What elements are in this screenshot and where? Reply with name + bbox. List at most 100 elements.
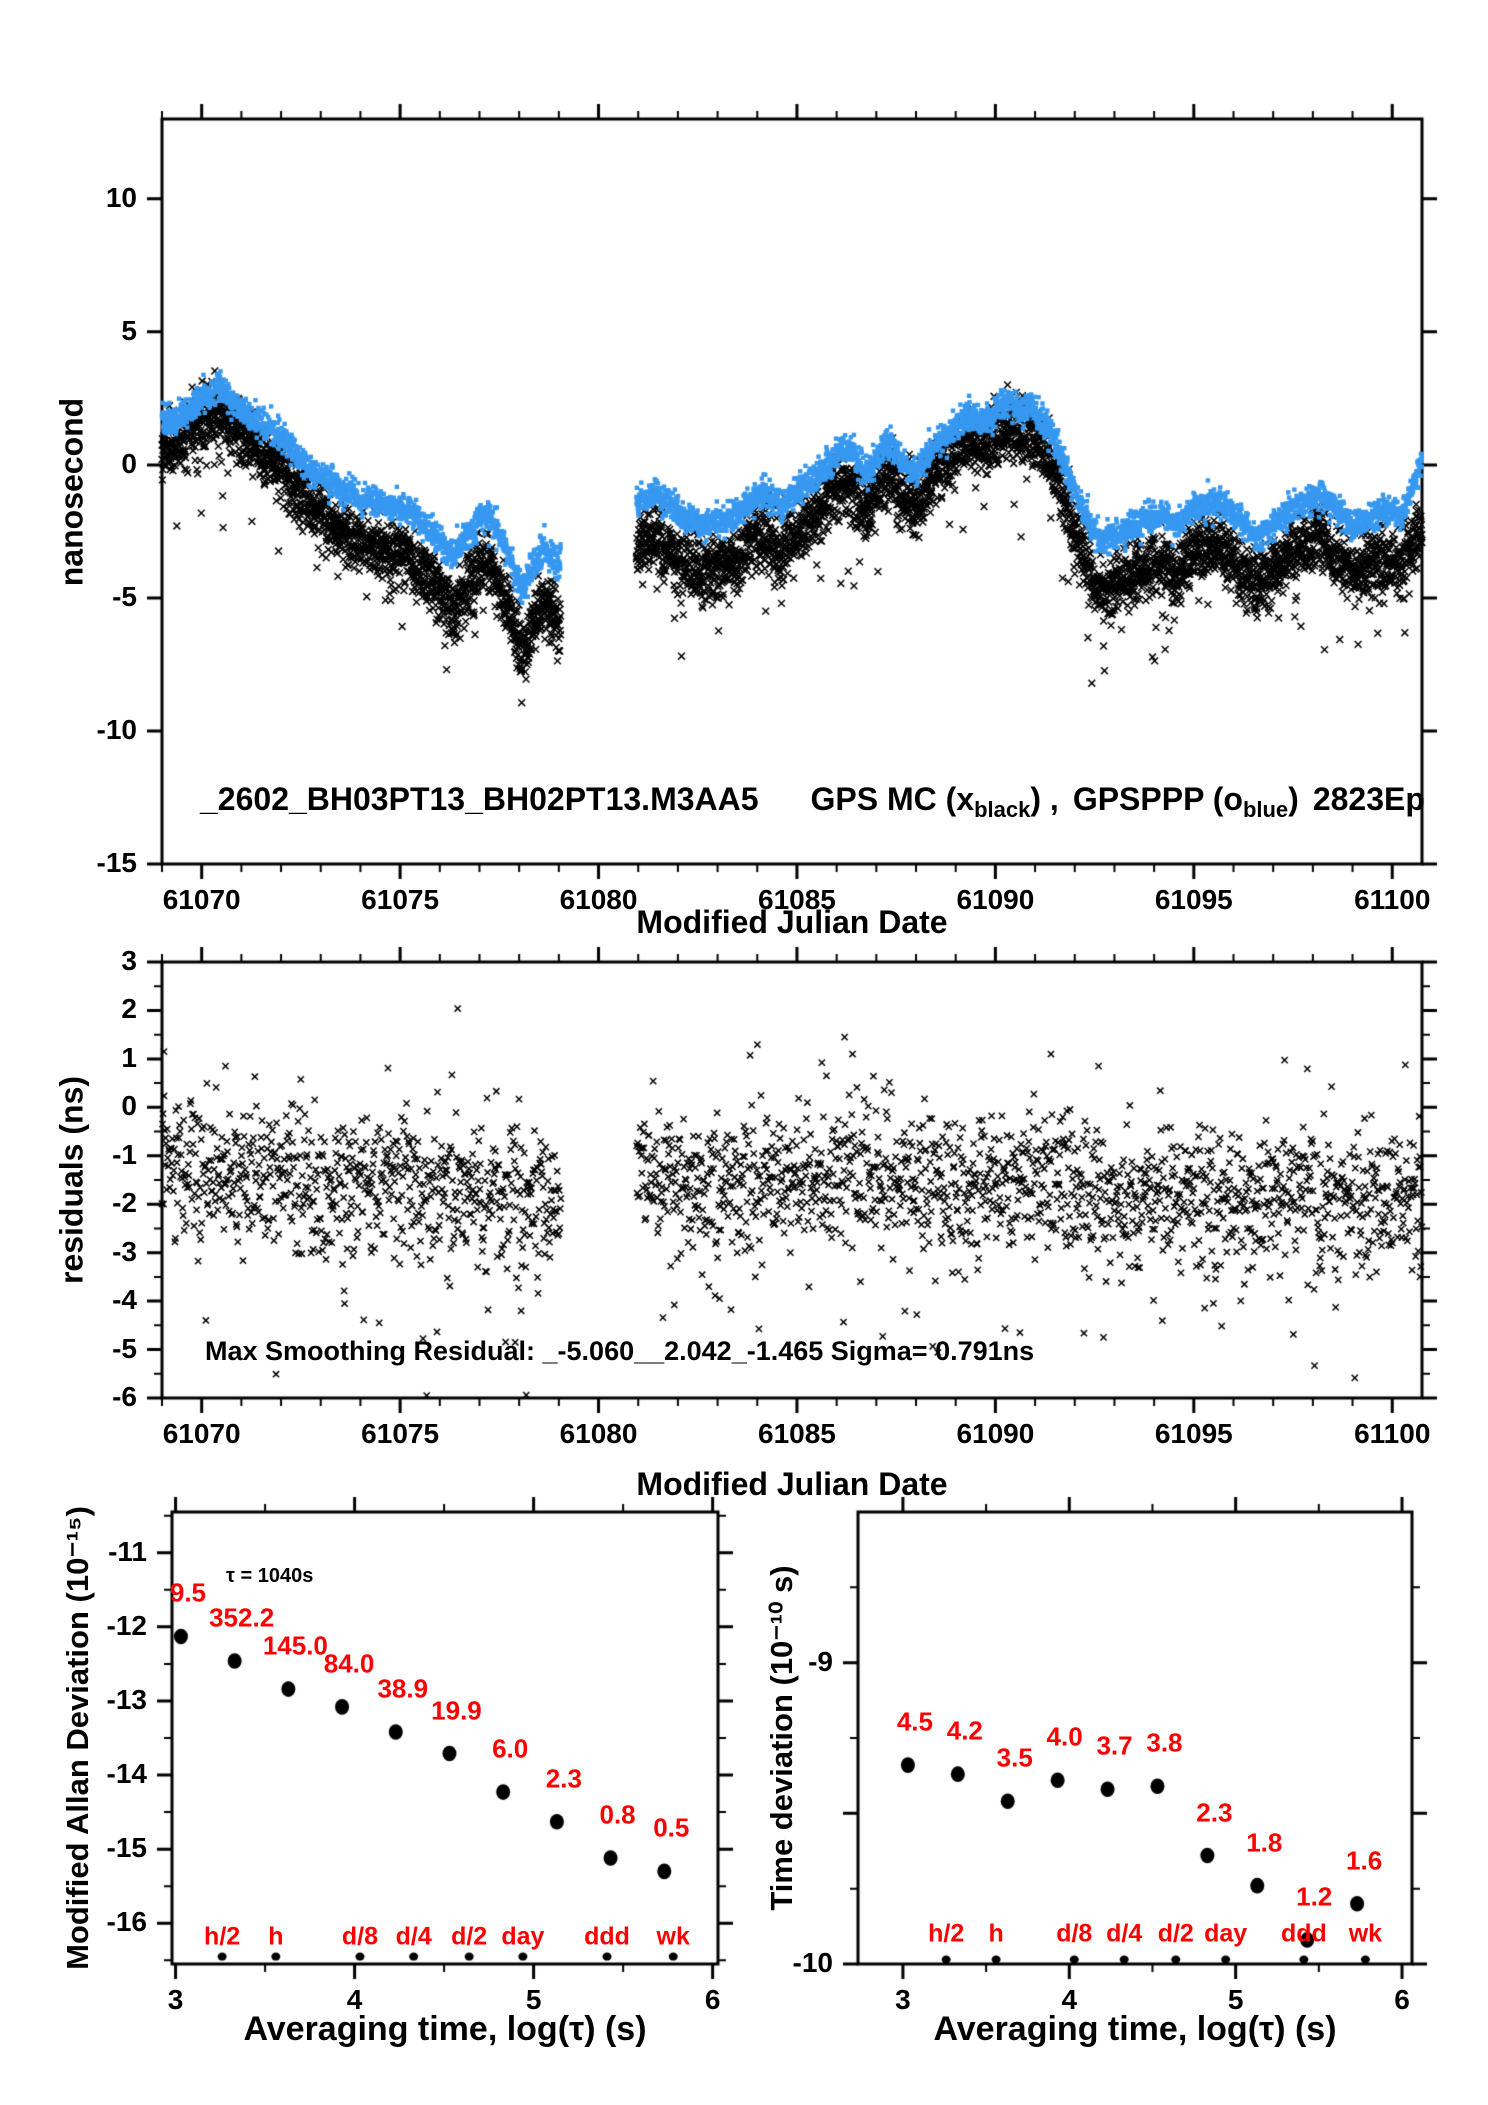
residuals-x-axis-title: Modified Julian Date bbox=[636, 1466, 948, 1502]
data-point-label: 3.8 bbox=[1146, 1727, 1183, 1758]
tdev-x-axis-title: Averaging time, log(τ) (s) bbox=[933, 2010, 1337, 2048]
tau-marker-label: ddd bbox=[584, 1922, 630, 1951]
data-point-label: 4.0 bbox=[1046, 1721, 1083, 1752]
top-y-axis-title: nanosecond bbox=[53, 397, 90, 587]
tau-marker-label: h/2 bbox=[928, 1919, 965, 1948]
y-tick-label: -11 bbox=[108, 1535, 147, 1567]
x-tick-label: 5 bbox=[1227, 1984, 1244, 2015]
title-segment: ) , bbox=[1030, 781, 1059, 817]
y-tick-label: -10 bbox=[792, 1947, 833, 1978]
data-point-label: 2.3 bbox=[1196, 1797, 1233, 1828]
x-tick-label: 61100 bbox=[1354, 1418, 1431, 1449]
tau-marker-label: ddd bbox=[1280, 1919, 1327, 1948]
x-tick-label: 3 bbox=[167, 1984, 184, 2015]
tau-marker-label: d/2 bbox=[451, 1922, 488, 1951]
data-point-label: 3.7 bbox=[1096, 1730, 1133, 1761]
x-tick-label: 6 bbox=[704, 1984, 721, 2015]
y-tick-label: -1 bbox=[112, 1138, 137, 1170]
y-tick-label: -5 bbox=[112, 1332, 137, 1364]
x-tick-label: 3 bbox=[895, 1984, 911, 2015]
data-point-label: 84.0 bbox=[323, 1648, 375, 1679]
x-tick-label: 5 bbox=[525, 1984, 542, 2015]
data-point-label: 3.5 bbox=[996, 1742, 1033, 1773]
data-point-label: 1.6 bbox=[1346, 1845, 1383, 1876]
x-tick-label: 61070 bbox=[162, 1418, 241, 1449]
title-segment: _2602_BH03PT13_BH02PT13.M3AA5 bbox=[200, 781, 759, 817]
y-tick-label: 1 bbox=[121, 1041, 137, 1073]
max-smoothing-residual-annotation: Max Smoothing Residual: _-5.060__2.042_-… bbox=[205, 1336, 1035, 1366]
x-tick-label: 61070 bbox=[162, 884, 241, 915]
plot-title: _2602_BH03PT13_BH02PT13.M3AA5 GPS MC (xbl… bbox=[200, 781, 1425, 823]
x-tick-label: 6 bbox=[1394, 1984, 1410, 2015]
y-tick-label: -3 bbox=[112, 1235, 137, 1267]
y-tick-label: -15 bbox=[106, 1832, 147, 1864]
tau-marker-label: d/8 bbox=[1056, 1919, 1093, 1948]
x-tick-label: 61095 bbox=[1154, 884, 1233, 915]
x-tick-label: 61075 bbox=[361, 884, 440, 915]
tau-marker-label: h bbox=[268, 1922, 284, 1951]
mdev-y-axis-title: Modified Allan Deviation (10⁻¹⁵) bbox=[60, 1506, 95, 1970]
data-point-label: 0.5 bbox=[653, 1812, 690, 1843]
data-point-label: 145.0 bbox=[262, 1630, 328, 1661]
tau-marker-label: h/2 bbox=[204, 1922, 241, 1951]
title-subscript: black bbox=[974, 797, 1031, 822]
y-tick-label: 5 bbox=[121, 314, 137, 346]
y-tick-label: -16 bbox=[106, 1906, 147, 1938]
data-point-label: 4.5 bbox=[896, 1706, 933, 1737]
data-point-label: 4.2 bbox=[946, 1715, 983, 1746]
x-tick-label: 61080 bbox=[559, 1418, 638, 1449]
y-tick-label: 3 bbox=[121, 945, 137, 976]
mdev-x-axis-title: Averaging time, log(τ) (s) bbox=[243, 2010, 647, 2048]
y-tick-label: 0 bbox=[121, 447, 137, 479]
y-tick-label: -10 bbox=[96, 713, 137, 745]
title-subscript: blue bbox=[1242, 797, 1289, 822]
data-point-label: 2.3 bbox=[545, 1763, 582, 1794]
title-segment: GPSPPP (o bbox=[1072, 781, 1243, 817]
title-segment: GPS MC (x bbox=[810, 781, 975, 817]
x-tick-label: 61095 bbox=[1154, 1418, 1233, 1449]
x-tick-label: 61085 bbox=[758, 884, 836, 915]
tdev-y-axis-title: Time deviation (10⁻¹⁰ s) bbox=[764, 1565, 799, 1911]
tau-marker-label: d/4 bbox=[395, 1922, 432, 1951]
data-point-label: 1.2 bbox=[1296, 1881, 1333, 1912]
tau-marker-label: day bbox=[501, 1922, 545, 1951]
y-tick-label: -2 bbox=[112, 1187, 137, 1219]
y-tick-label: -14 bbox=[106, 1758, 147, 1790]
x-tick-label: 61080 bbox=[559, 884, 638, 915]
y-tick-label: 10 bbox=[105, 181, 137, 213]
data-point-label: 19.9 bbox=[431, 1695, 482, 1726]
data-point-label: 38.9 bbox=[377, 1673, 429, 1704]
data-point-label: 352.2 bbox=[209, 1602, 275, 1633]
y-tick-label: -13 bbox=[106, 1683, 147, 1715]
tau-marker-label: wk bbox=[1348, 1919, 1383, 1948]
x-tick-label: 4 bbox=[346, 1984, 363, 2015]
title-segment: 2823Ep bbox=[1312, 781, 1425, 817]
data-point-label: 0.8 bbox=[599, 1799, 636, 1830]
y-tick-label: -4 bbox=[112, 1284, 137, 1316]
y-tick-label: -15 bbox=[96, 847, 137, 878]
tau-marker-label: day bbox=[1204, 1919, 1248, 1948]
y-tick-label: 0 bbox=[121, 1090, 137, 1122]
top-x-axis-title: Modified Julian Date bbox=[636, 904, 948, 940]
x-tick-label: 61075 bbox=[361, 1418, 440, 1449]
y-tick-label: -6 bbox=[112, 1381, 137, 1412]
y-tick-label: -12 bbox=[106, 1609, 147, 1641]
x-tick-label: 61090 bbox=[956, 884, 1035, 915]
tau-marker-label: wk bbox=[656, 1922, 690, 1951]
x-tick-label: 61100 bbox=[1354, 884, 1431, 915]
x-tick-label: 4 bbox=[1061, 1984, 1078, 2015]
y-tick-label: -5 bbox=[112, 580, 137, 612]
data-point-label: 1.8 bbox=[1246, 1827, 1283, 1858]
y-tick-label: 2 bbox=[121, 993, 137, 1025]
tau-marker-label: h bbox=[988, 1919, 1004, 1948]
tau-marker-label: d/4 bbox=[1106, 1919, 1143, 1948]
tau-annotation: τ = 1040s bbox=[226, 1565, 314, 1587]
x-tick-label: 61085 bbox=[758, 1418, 836, 1449]
x-tick-label: 61090 bbox=[956, 1418, 1035, 1449]
y-tick-label: -9 bbox=[808, 1645, 833, 1677]
data-point-label: 6.0 bbox=[492, 1733, 529, 1764]
tau-marker-label: d/8 bbox=[341, 1922, 379, 1951]
title-segment: ) bbox=[1288, 781, 1299, 817]
